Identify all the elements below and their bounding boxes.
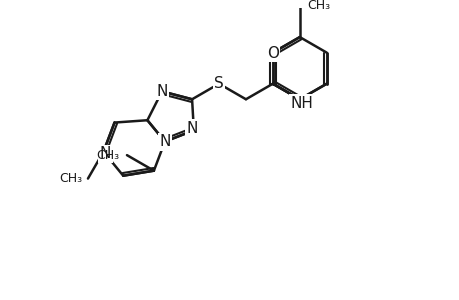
Text: N: N [100, 146, 111, 161]
Text: CH₃: CH₃ [59, 172, 82, 185]
Text: CH₃: CH₃ [96, 148, 119, 162]
Text: O: O [266, 46, 278, 61]
Text: N: N [159, 134, 170, 149]
Text: N: N [156, 84, 168, 99]
Text: N: N [186, 121, 197, 136]
Text: CH₃: CH₃ [307, 0, 330, 13]
Text: S: S [214, 76, 224, 91]
Text: NH: NH [290, 96, 313, 111]
